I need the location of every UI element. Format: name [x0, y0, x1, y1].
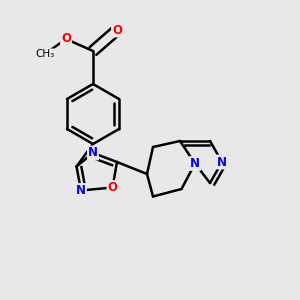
- Text: N: N: [76, 184, 86, 197]
- Text: N: N: [190, 157, 200, 170]
- Text: O: O: [112, 23, 122, 37]
- Text: O: O: [61, 32, 71, 46]
- Text: N: N: [217, 155, 227, 169]
- Text: CH₃: CH₃: [35, 49, 55, 59]
- Text: N: N: [88, 146, 98, 160]
- Text: O: O: [107, 181, 118, 194]
